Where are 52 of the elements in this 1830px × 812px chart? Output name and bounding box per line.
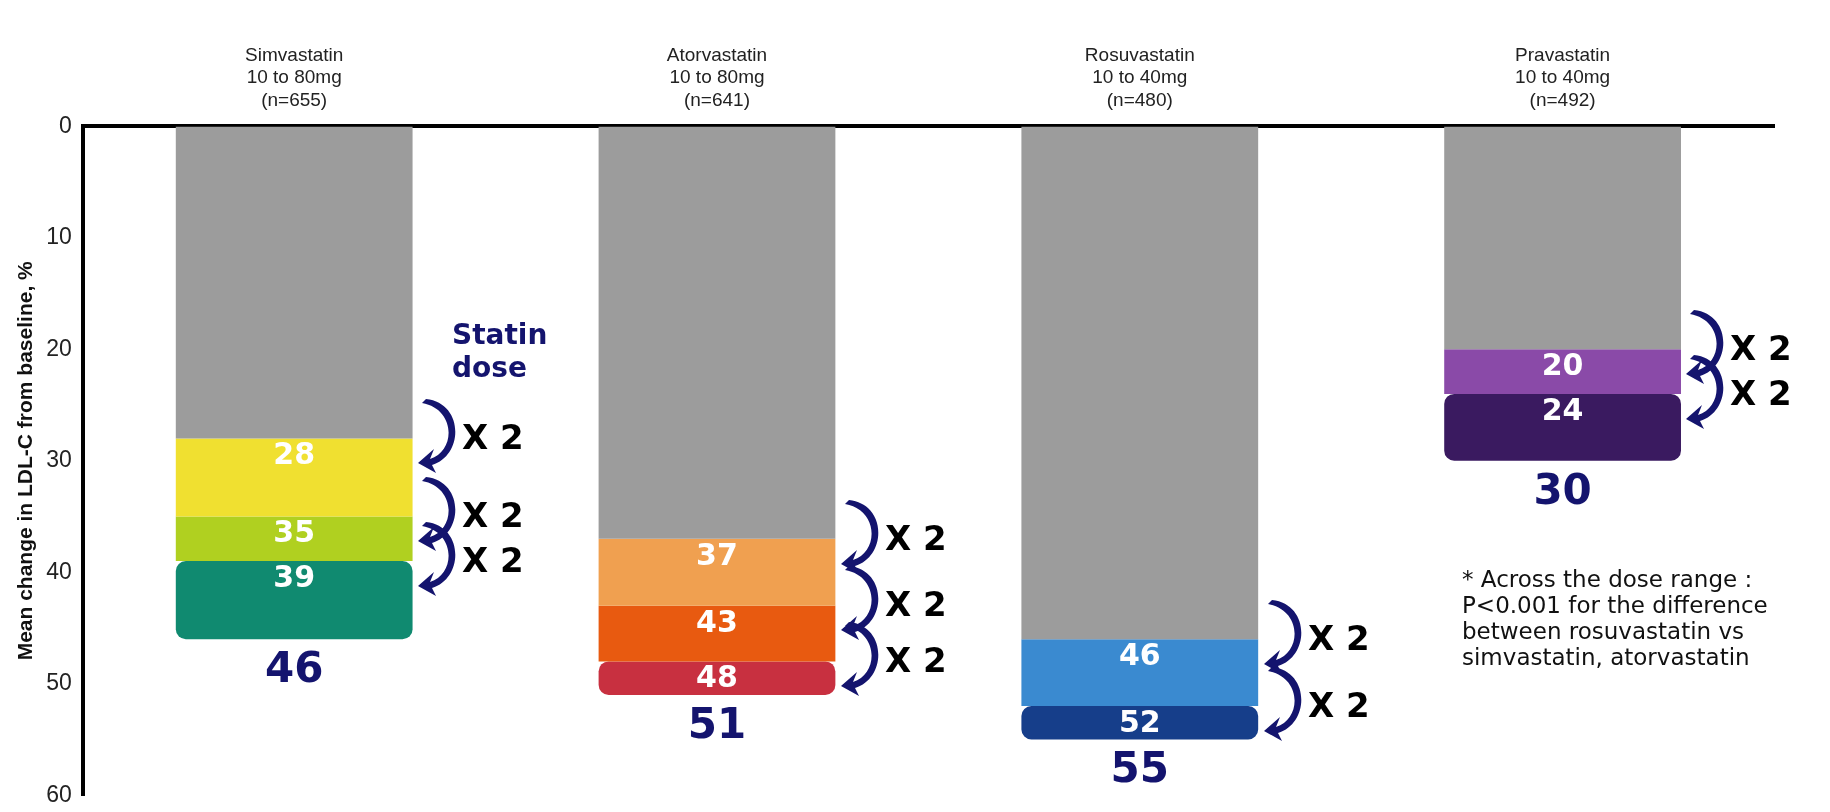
y-tick-label: 0: [58, 111, 72, 138]
annotation: 20: [1541, 347, 1584, 383]
bar: [1021, 126, 1259, 640]
y-tick-label: 30: [46, 446, 72, 473]
annotation: X 2: [1308, 685, 1371, 725]
annotation: X 2: [1730, 373, 1793, 413]
y-tick-label: 40: [46, 557, 72, 584]
annotation: 35: [273, 514, 316, 550]
annotation: X 2: [885, 518, 948, 558]
total-label: 55: [1110, 743, 1170, 793]
y-axis-title: Mean change in LDL-C from baseline, %: [13, 260, 37, 661]
annotation: X 2: [885, 640, 948, 680]
annotation: X 2: [1730, 328, 1793, 368]
bar: [1021, 706, 1259, 740]
annotation: 39: [273, 558, 316, 594]
y-tick-label: 60: [46, 780, 72, 807]
annotation: X 2: [462, 417, 525, 457]
y-tick-label: 10: [46, 223, 72, 250]
bar: [598, 538, 836, 606]
annotation: 37: [696, 536, 738, 572]
y-tick-label: 50: [46, 669, 72, 696]
annotation: 52: [1118, 703, 1161, 739]
bar: [175, 516, 413, 562]
annotation: * Across the dose range : P<0.001 for the difference between rosuvastatin vs simvastatin, atorvastatin: [1462, 566, 1769, 670]
annotation: X 2: [462, 540, 525, 580]
bar: [1444, 349, 1681, 394]
bar: [598, 605, 836, 662]
bar: [598, 661, 836, 695]
bar: [598, 126, 836, 539]
y-tick-label: 20: [46, 334, 72, 361]
annotation: 24: [1541, 391, 1584, 427]
annotation: X 2: [885, 584, 948, 624]
x-tick-label: Pravastatin 10 to 40mg (n=492): [1515, 43, 1611, 111]
bar: [175, 438, 413, 517]
bar: [175, 561, 413, 640]
annotation: 48: [696, 659, 738, 695]
total-label: 30: [1533, 464, 1592, 514]
total-label: 46: [264, 643, 324, 693]
bar: [1021, 639, 1259, 707]
annotation: X 2: [1308, 618, 1371, 658]
bar: [1444, 126, 1681, 350]
bar: [1444, 393, 1681, 461]
annotation: X 2: [462, 495, 525, 535]
total-label: 51: [687, 698, 747, 748]
annotation: 46: [1118, 636, 1161, 672]
x-tick-label: Simvastatin 10 to 80mg (n=655): [245, 43, 344, 111]
annotation: Statin dose: [452, 318, 549, 384]
x-tick-label: Rosuvastatin 10 to 40mg (n=480): [1084, 43, 1195, 111]
x-tick-label: Atorvastatin 10 to 80mg (n=641): [666, 43, 768, 111]
bar: [175, 126, 413, 439]
annotation: 43: [696, 603, 738, 639]
annotation: 28: [273, 436, 316, 472]
